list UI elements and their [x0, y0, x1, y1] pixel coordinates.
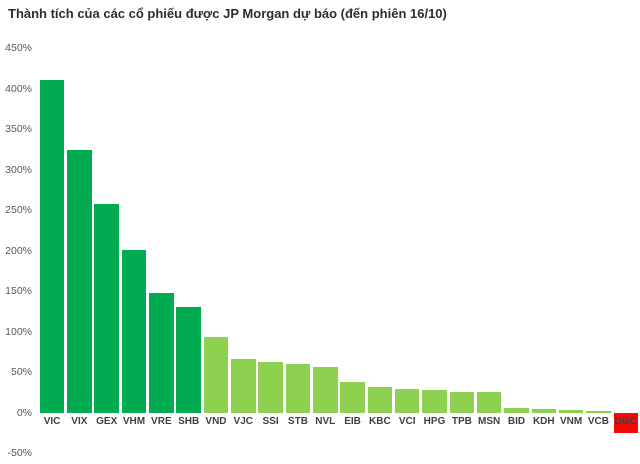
x-label-SHB: SHB: [178, 416, 200, 427]
bar-EIB: [340, 382, 365, 413]
y-axis-tick-150: 150%: [5, 285, 32, 298]
x-label-VND: VND: [205, 416, 227, 427]
bar-SHB: [176, 307, 201, 413]
y-axis-tick-400: 400%: [5, 82, 32, 95]
x-label-EIB: EIB: [344, 416, 361, 427]
x-label-VCI: VCI: [398, 416, 416, 427]
y-axis-tick-0: 0%: [16, 406, 32, 419]
bar-VHM: [121, 249, 147, 413]
x-label-VJC: VJC: [233, 416, 253, 427]
bar-VND: [203, 336, 229, 413]
x-label-GEX: GEX: [96, 416, 118, 427]
x-label-HPG: HPG: [423, 416, 446, 427]
bar-HPG: [422, 390, 447, 413]
bar-MSN: [476, 391, 502, 413]
x-label-TPB: TPB: [451, 416, 472, 427]
x-label-VRE: VRE: [151, 416, 172, 427]
y-axis-tick-350: 350%: [5, 123, 32, 136]
y-axis-tick-200: 200%: [5, 244, 32, 257]
chart-title: Thành tích của các cổ phiếu được JP Morg…: [8, 6, 447, 21]
bar-NVL: [313, 366, 338, 413]
bar-DGC: [613, 413, 639, 434]
y-axis-tick-450: 450%: [5, 42, 32, 55]
bar-VJC: [231, 358, 256, 413]
y-axis-tick--50: -50%: [7, 446, 32, 459]
y-axis-tick-250: 250%: [5, 204, 32, 217]
x-label-KBC: KBC: [369, 416, 391, 427]
x-label-STB: STB: [287, 416, 308, 427]
x-label-BID: BID: [507, 416, 526, 427]
x-label-DGC: DGC: [614, 416, 637, 427]
bar-TPB: [449, 391, 475, 413]
bar-VNM: [558, 409, 584, 413]
bar-GEX: [94, 204, 119, 413]
bar-SSI: [258, 362, 283, 413]
x-label-VIC: VIC: [43, 416, 61, 427]
x-label-VCB: VCB: [587, 416, 609, 427]
x-label-KDH: KDH: [532, 416, 555, 427]
x-label-VIX: VIX: [71, 416, 88, 427]
y-axis-tick-300: 300%: [5, 163, 32, 176]
x-label-SSI: SSI: [262, 416, 279, 427]
x-label-NVL: NVL: [315, 416, 336, 427]
x-label-MSN: MSN: [478, 416, 501, 427]
bar-BID: [504, 408, 529, 413]
bar-VIX: [67, 150, 92, 413]
x-label-VHM: VHM: [122, 416, 146, 427]
bar-STB: [285, 363, 311, 413]
bar-VCB: [586, 410, 611, 413]
bar-KDH: [531, 408, 557, 413]
bar-KBC: [367, 387, 393, 413]
y-axis-tick-100: 100%: [5, 325, 32, 338]
bar-VIC: [39, 79, 65, 413]
x-label-VNM: VNM: [560, 416, 583, 427]
bar-VRE: [149, 293, 174, 413]
bar-VCI: [394, 388, 420, 413]
y-axis-tick-50: 50%: [10, 366, 32, 379]
